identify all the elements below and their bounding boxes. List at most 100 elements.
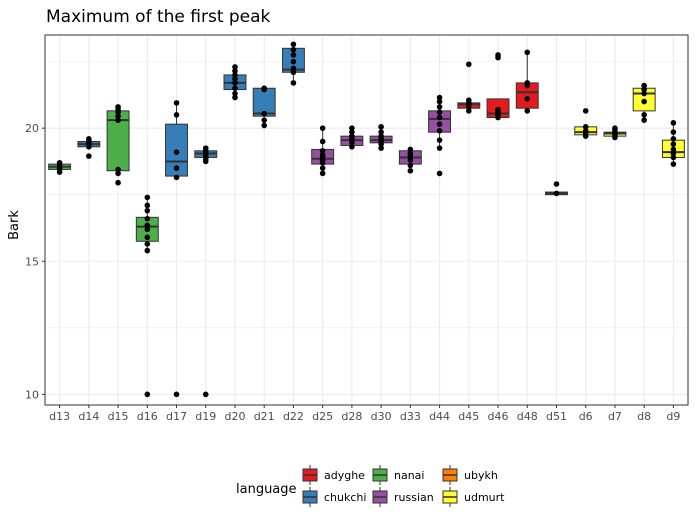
x-tick-label: d46 [488, 410, 509, 423]
data-point [144, 226, 151, 233]
x-tick-label: d30 [371, 410, 392, 423]
x-axis: d13 d14 d15 d16 d17 d19 d20 d21 d22 d25 d28 d30 d33 d… [49, 405, 680, 423]
data-point [319, 151, 326, 158]
data-point [524, 49, 531, 56]
data-point [524, 108, 531, 114]
x-tick-label: d7 [608, 410, 622, 423]
data-point [407, 167, 414, 174]
x-tick-label: d15 [108, 410, 129, 423]
data-point [290, 46, 297, 53]
legend-item-adyghe: adyghe [302, 465, 365, 485]
data-point [319, 165, 326, 171]
data-point [115, 166, 121, 173]
data-point [349, 133, 355, 139]
data-point [144, 222, 151, 229]
data-point [436, 137, 443, 143]
data-point [495, 106, 501, 113]
data-point [319, 138, 326, 145]
chart-title: Maximum of the first peak [46, 7, 271, 27]
data-point [144, 234, 151, 241]
data-point [173, 100, 180, 106]
data-point [319, 170, 326, 177]
data-point [290, 80, 297, 86]
data-point [465, 108, 472, 114]
data-point [173, 112, 180, 118]
data-point [232, 94, 238, 101]
legend-item-ubykh: ubykh [442, 465, 498, 485]
data-point [261, 85, 268, 92]
data-point [115, 179, 121, 186]
data-point [202, 145, 209, 151]
data-point [407, 157, 414, 163]
y-tick-label: 15 [25, 255, 39, 268]
data-point [670, 161, 677, 167]
x-tick-label: d8 [637, 410, 651, 423]
data-point [436, 104, 443, 110]
points [56, 41, 677, 398]
data-point [232, 76, 238, 82]
data-point [202, 391, 209, 398]
data-point [670, 129, 677, 135]
data-point [56, 159, 63, 166]
data-point [553, 181, 560, 187]
data-point [349, 143, 355, 150]
data-point [436, 114, 443, 121]
data-point [436, 121, 443, 127]
data-point [407, 146, 414, 153]
x-tick-label: d51 [546, 410, 567, 423]
legend-label: udmurt [464, 491, 505, 504]
data-point [582, 128, 589, 134]
y-axis-label: Bark [7, 210, 22, 240]
data-point [436, 170, 443, 177]
data-point [436, 94, 443, 101]
data-point [232, 72, 238, 78]
x-tick-label: d6 [579, 410, 593, 423]
data-point [144, 247, 151, 254]
data-point [144, 215, 151, 222]
data-point [290, 41, 297, 48]
data-point [173, 391, 180, 398]
data-point [670, 150, 677, 157]
data-point [378, 124, 384, 130]
data-point [670, 146, 677, 153]
data-point [290, 69, 297, 76]
data-point [553, 190, 560, 197]
y-tick-label: 20 [25, 122, 39, 135]
data-point [436, 128, 443, 134]
legend-label: russian [394, 491, 434, 504]
data-point [232, 85, 238, 92]
legend-item-nanai: nanai [372, 465, 424, 485]
x-tick-label: d17 [166, 410, 187, 423]
legend-label: adyghe [324, 469, 365, 482]
data-point [319, 147, 326, 154]
x-tick-label: d33 [400, 410, 421, 423]
data-point [349, 125, 355, 131]
data-point [378, 133, 384, 139]
data-point [115, 117, 121, 123]
data-point [641, 90, 647, 97]
legend: language adyghe chukchi nanai russian ubykh u… [236, 465, 505, 507]
data-point [290, 65, 297, 72]
x-tick-label: d48 [517, 410, 538, 423]
x-tick-label: d20 [224, 410, 245, 423]
data-point [436, 109, 443, 115]
data-point [349, 129, 355, 135]
data-point [436, 145, 443, 151]
y-tick-label: 10 [25, 388, 39, 401]
data-point [173, 174, 180, 181]
data-point [407, 150, 414, 157]
data-point [641, 117, 647, 123]
legend-item-chukchi: chukchi [302, 487, 366, 507]
data-point [319, 125, 326, 131]
data-point [115, 170, 121, 177]
data-point [641, 86, 647, 93]
data-point [436, 98, 443, 105]
data-point [290, 58, 297, 65]
data-point [232, 90, 238, 97]
x-tick-label: d19 [195, 410, 216, 423]
x-tick-label: d25 [312, 410, 333, 423]
data-point [115, 104, 121, 110]
data-point [378, 129, 384, 135]
x-tick-label: d14 [78, 410, 99, 423]
